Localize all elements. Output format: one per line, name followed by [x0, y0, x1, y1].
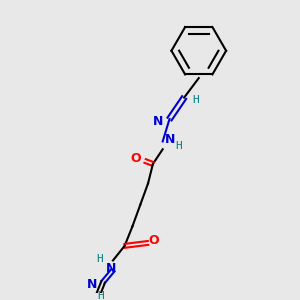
Text: N: N: [87, 278, 97, 291]
Text: N: N: [106, 262, 116, 275]
Text: H: H: [97, 291, 104, 300]
Text: N: N: [153, 116, 164, 128]
Text: N: N: [165, 133, 175, 146]
Text: O: O: [130, 152, 141, 165]
Text: H: H: [176, 141, 182, 151]
Text: H: H: [192, 94, 199, 104]
Text: H: H: [96, 254, 103, 263]
Text: O: O: [148, 235, 159, 248]
